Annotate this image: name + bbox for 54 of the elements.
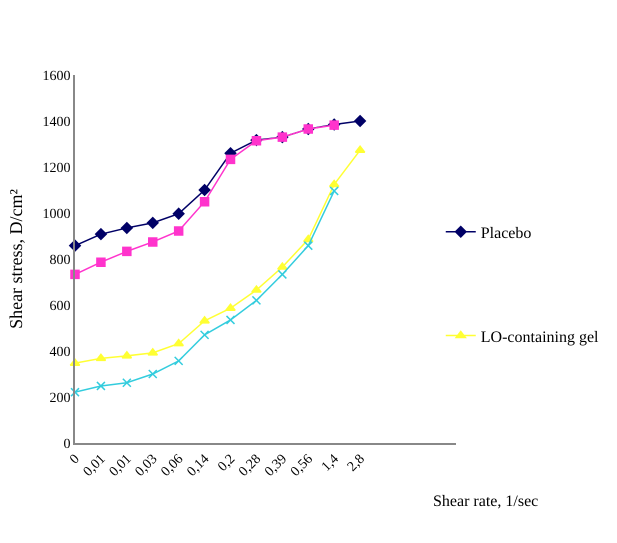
point bbox=[172, 208, 185, 220]
point bbox=[200, 196, 210, 206]
x-tick-label: 0 bbox=[67, 452, 83, 468]
x-axis-title: Shear rate, 1/sec bbox=[433, 493, 538, 510]
point bbox=[146, 216, 159, 229]
x-tick-label: 0,03 bbox=[132, 452, 161, 480]
x-tick-label: 0,01 bbox=[80, 452, 109, 480]
point bbox=[226, 315, 236, 325]
x-tick-label: 0,01 bbox=[106, 452, 135, 480]
point bbox=[252, 136, 262, 146]
point bbox=[96, 381, 106, 391]
point bbox=[174, 226, 184, 236]
y-tick-label: 600 bbox=[49, 298, 70, 314]
point bbox=[174, 356, 184, 366]
point bbox=[120, 222, 133, 234]
point bbox=[96, 257, 106, 267]
x-tick-label: 2,8 bbox=[344, 452, 368, 475]
point bbox=[199, 316, 210, 324]
point bbox=[354, 115, 366, 127]
x-tick-label: 0,2 bbox=[215, 452, 238, 475]
point bbox=[329, 186, 339, 196]
point bbox=[198, 184, 211, 196]
point bbox=[225, 303, 236, 311]
y-tick-label: 400 bbox=[49, 344, 70, 360]
y-tick-label: 0 bbox=[63, 436, 70, 452]
y-tick-label: 1000 bbox=[42, 206, 70, 222]
point bbox=[252, 296, 262, 306]
x-tick-label: 0,14 bbox=[184, 452, 212, 480]
point bbox=[94, 228, 107, 240]
x-tick-label: 0,28 bbox=[236, 452, 264, 480]
point bbox=[148, 369, 158, 379]
y-tick-label: 200 bbox=[49, 390, 70, 406]
x-tick-label: 0,56 bbox=[288, 452, 316, 480]
point bbox=[96, 354, 106, 362]
legend-label: LO-containing gel bbox=[480, 328, 600, 346]
y-tick-label: 800 bbox=[49, 252, 70, 268]
point bbox=[122, 246, 132, 256]
legend-label: Placebo bbox=[480, 224, 532, 242]
y-axis-title: Shear stress, D/cm² bbox=[6, 189, 26, 329]
point bbox=[200, 330, 210, 340]
point bbox=[304, 240, 314, 250]
x-tick-label: 0,39 bbox=[262, 452, 290, 480]
point bbox=[251, 285, 262, 293]
y-tick-label: 1200 bbox=[42, 160, 70, 176]
point bbox=[354, 145, 366, 153]
point bbox=[148, 237, 158, 247]
point bbox=[226, 154, 236, 164]
y-tick-label: 1600 bbox=[42, 68, 70, 84]
point bbox=[278, 270, 288, 280]
x-tick-label: 1,4 bbox=[318, 452, 342, 475]
point bbox=[122, 378, 132, 388]
x-tick-label: 0,06 bbox=[158, 452, 186, 480]
point bbox=[70, 387, 80, 397]
y-tick-label: 1400 bbox=[42, 114, 70, 130]
